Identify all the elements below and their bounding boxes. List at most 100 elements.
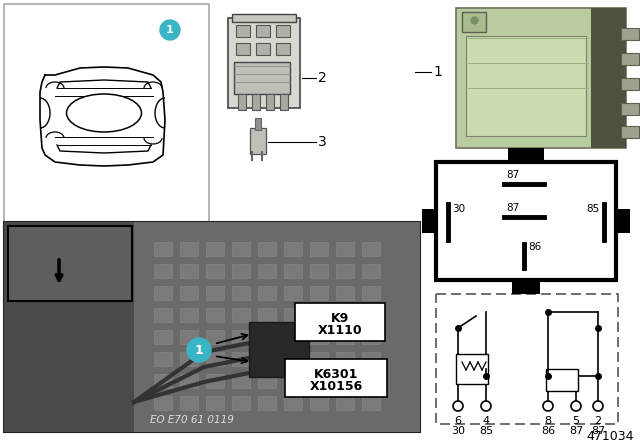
- Bar: [284, 396, 302, 410]
- Bar: [621, 28, 639, 40]
- Text: 6: 6: [454, 416, 461, 426]
- Ellipse shape: [67, 94, 141, 132]
- Bar: [232, 14, 296, 22]
- Bar: [456, 8, 626, 148]
- Bar: [276, 25, 290, 37]
- Text: 2: 2: [595, 416, 602, 426]
- Bar: [310, 352, 328, 366]
- Bar: [206, 330, 224, 344]
- Bar: [134, 222, 420, 432]
- Bar: [266, 94, 274, 110]
- Text: 30: 30: [451, 426, 465, 436]
- Bar: [621, 126, 639, 138]
- Circle shape: [187, 338, 211, 362]
- Bar: [284, 286, 302, 300]
- Bar: [252, 94, 260, 110]
- Bar: [422, 209, 438, 233]
- Bar: [310, 396, 328, 410]
- Bar: [234, 62, 290, 94]
- Bar: [336, 352, 354, 366]
- Text: 1: 1: [195, 344, 204, 357]
- Text: 87: 87: [569, 426, 583, 436]
- Text: X10156: X10156: [309, 380, 363, 393]
- Bar: [228, 18, 300, 108]
- Circle shape: [453, 401, 463, 411]
- Bar: [284, 352, 302, 366]
- Bar: [180, 396, 198, 410]
- Bar: [206, 374, 224, 388]
- Circle shape: [571, 401, 581, 411]
- Bar: [154, 308, 172, 322]
- Bar: [362, 308, 380, 322]
- Bar: [466, 36, 586, 136]
- Bar: [362, 264, 380, 278]
- Text: 5: 5: [573, 416, 579, 426]
- Bar: [258, 330, 276, 344]
- Bar: [180, 286, 198, 300]
- Bar: [310, 330, 328, 344]
- Circle shape: [481, 401, 491, 411]
- Bar: [258, 264, 276, 278]
- Bar: [284, 242, 302, 256]
- Bar: [206, 264, 224, 278]
- Bar: [236, 25, 250, 37]
- Bar: [258, 352, 276, 366]
- Bar: [180, 264, 198, 278]
- Bar: [362, 242, 380, 256]
- Bar: [206, 242, 224, 256]
- Bar: [256, 25, 270, 37]
- Bar: [206, 352, 224, 366]
- Bar: [621, 103, 639, 115]
- Bar: [591, 8, 626, 148]
- Bar: [4, 222, 420, 432]
- Bar: [362, 286, 380, 300]
- Text: 86: 86: [528, 242, 541, 252]
- Bar: [280, 94, 288, 110]
- Bar: [362, 374, 380, 388]
- Bar: [8, 226, 132, 301]
- Text: EO E70 61 0119: EO E70 61 0119: [150, 415, 234, 425]
- Bar: [250, 128, 266, 154]
- Bar: [206, 308, 224, 322]
- Bar: [336, 396, 354, 410]
- Text: K6301: K6301: [314, 369, 358, 382]
- Bar: [546, 369, 578, 391]
- Bar: [180, 374, 198, 388]
- Bar: [154, 352, 172, 366]
- Bar: [258, 396, 276, 410]
- Bar: [621, 78, 639, 90]
- Bar: [154, 374, 172, 388]
- Bar: [258, 242, 276, 256]
- Bar: [508, 148, 544, 164]
- Bar: [232, 264, 250, 278]
- Bar: [336, 330, 354, 344]
- Bar: [258, 374, 276, 388]
- Bar: [249, 322, 309, 377]
- Bar: [614, 209, 630, 233]
- Bar: [232, 374, 250, 388]
- Bar: [436, 162, 616, 280]
- Text: K9: K9: [331, 313, 349, 326]
- Text: 1: 1: [166, 25, 174, 35]
- Bar: [362, 330, 380, 344]
- Bar: [154, 396, 172, 410]
- Bar: [258, 286, 276, 300]
- FancyBboxPatch shape: [295, 303, 385, 341]
- Bar: [258, 308, 276, 322]
- Text: X1110: X1110: [317, 324, 362, 337]
- Circle shape: [160, 20, 180, 40]
- Bar: [206, 396, 224, 410]
- Text: 4: 4: [483, 416, 490, 426]
- Bar: [310, 242, 328, 256]
- Text: 87: 87: [591, 426, 605, 436]
- Text: 85: 85: [479, 426, 493, 436]
- Text: 30: 30: [452, 204, 465, 214]
- Circle shape: [543, 401, 553, 411]
- Text: 8: 8: [545, 416, 552, 426]
- Bar: [336, 242, 354, 256]
- Bar: [284, 308, 302, 322]
- Text: 85: 85: [586, 204, 599, 214]
- Bar: [276, 43, 290, 55]
- Bar: [310, 264, 328, 278]
- Bar: [232, 396, 250, 410]
